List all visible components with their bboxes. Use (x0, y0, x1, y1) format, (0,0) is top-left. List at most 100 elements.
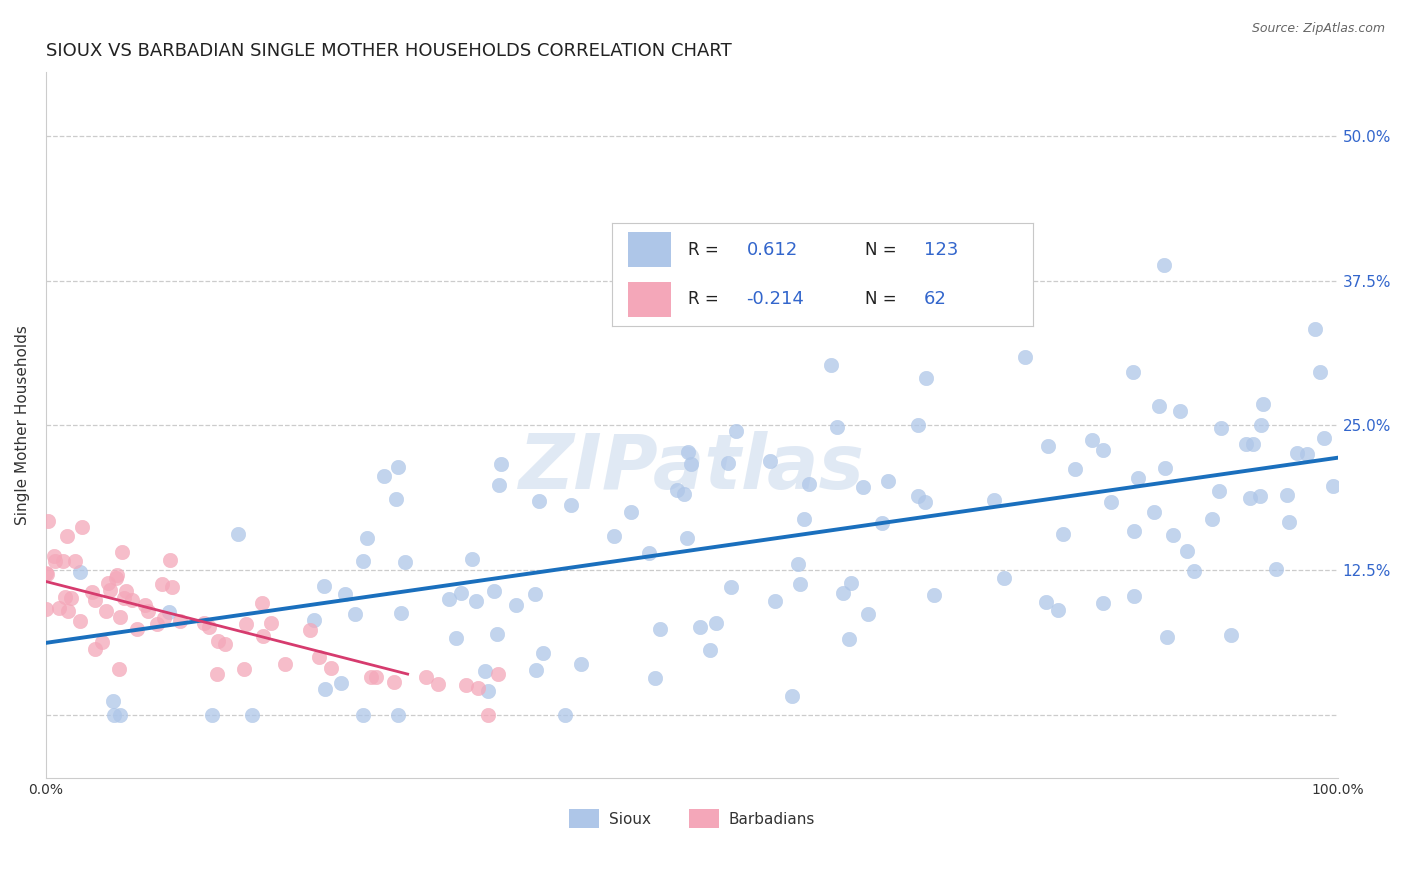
Point (302, 613, 325, 627)
Point (648, 622, 671, 636)
Point (488, 478, 510, 492)
Point (1201, 512, 1223, 526)
Point (569, 657, 592, 672)
Point (676, 531, 699, 545)
Point (1312, 431, 1334, 445)
Point (250, 596, 273, 610)
Point (387, 459, 409, 474)
Text: 62: 62 (924, 290, 946, 308)
Point (914, 494, 936, 508)
Point (1014, 350, 1036, 364)
Point (780, 689, 803, 703)
Point (1081, 433, 1104, 447)
Point (474, 664, 496, 678)
Point (922, 588, 945, 602)
Point (108, 707, 131, 722)
Point (1154, 461, 1177, 475)
Point (870, 516, 893, 530)
Point (839, 576, 862, 591)
Text: 0.612: 0.612 (747, 241, 797, 259)
Point (235, 617, 257, 632)
Point (35, 566, 58, 581)
Legend: Sioux, Barbadians: Sioux, Barbadians (562, 803, 821, 834)
Point (759, 453, 782, 467)
Point (486, 666, 509, 681)
Point (1234, 437, 1257, 451)
Point (1209, 421, 1232, 435)
Point (456, 678, 478, 692)
Point (1091, 442, 1114, 457)
Point (373, 469, 395, 483)
Point (335, 587, 357, 601)
Point (1156, 630, 1178, 644)
Text: SIOUX VS BARBADIAN SINGLE MOTHER HOUSEHOLDS CORRELATION CHART: SIOUX VS BARBADIAN SINGLE MOTHER HOUSEHO… (46, 42, 731, 60)
Point (554, 707, 576, 722)
Point (832, 586, 855, 600)
Point (676, 445, 699, 459)
Bar (628, 283, 671, 318)
Text: ZIPatlas: ZIPatlas (519, 431, 865, 505)
Point (797, 477, 820, 491)
Point (461, 551, 484, 566)
Text: Source: ZipAtlas.com: Source: ZipAtlas.com (1251, 22, 1385, 36)
Point (84, 593, 107, 607)
Point (415, 670, 437, 684)
Point (1182, 564, 1205, 578)
Point (308, 650, 330, 665)
Point (97, 575, 120, 590)
Point (763, 594, 786, 608)
Point (1091, 596, 1114, 610)
Text: R =: R = (688, 290, 718, 308)
Point (105, 567, 128, 582)
Bar (628, 232, 671, 267)
Point (360, 670, 382, 684)
Point (152, 611, 174, 625)
Point (1052, 527, 1074, 541)
Point (1099, 494, 1122, 508)
Point (63, 554, 86, 568)
Point (121, 592, 143, 607)
Point (103, 707, 125, 722)
Point (907, 489, 929, 503)
Point (907, 417, 929, 432)
Point (134, 599, 156, 613)
Point (48, 601, 70, 615)
Point (1122, 365, 1144, 379)
Point (689, 619, 711, 633)
Y-axis label: Single Mother Households: Single Mother Households (15, 326, 30, 525)
Point (1265, 562, 1288, 576)
Point (856, 607, 879, 621)
Point (427, 677, 450, 691)
Point (1309, 365, 1331, 379)
Point (105, 571, 128, 585)
Point (1275, 488, 1298, 502)
Point (52, 554, 75, 568)
Point (1126, 471, 1149, 485)
Point (382, 675, 405, 690)
Point (450, 586, 472, 600)
Point (1220, 628, 1243, 642)
Point (523, 587, 546, 601)
Point (35, 601, 58, 615)
Point (111, 545, 134, 559)
Point (1250, 418, 1272, 433)
Point (486, 627, 509, 641)
Point (1175, 544, 1198, 558)
Point (352, 554, 374, 568)
Point (91, 635, 114, 649)
Point (201, 707, 224, 722)
Point (385, 492, 408, 507)
Point (366, 670, 388, 684)
Point (260, 616, 283, 631)
Point (720, 580, 742, 594)
Point (394, 555, 416, 569)
Point (1295, 447, 1317, 461)
Point (1147, 399, 1170, 413)
Text: N =: N = (865, 290, 896, 308)
Point (56, 529, 79, 543)
Point (37, 514, 59, 528)
Point (704, 615, 727, 630)
Point (505, 598, 527, 612)
Point (1047, 603, 1070, 617)
Point (42, 549, 65, 563)
